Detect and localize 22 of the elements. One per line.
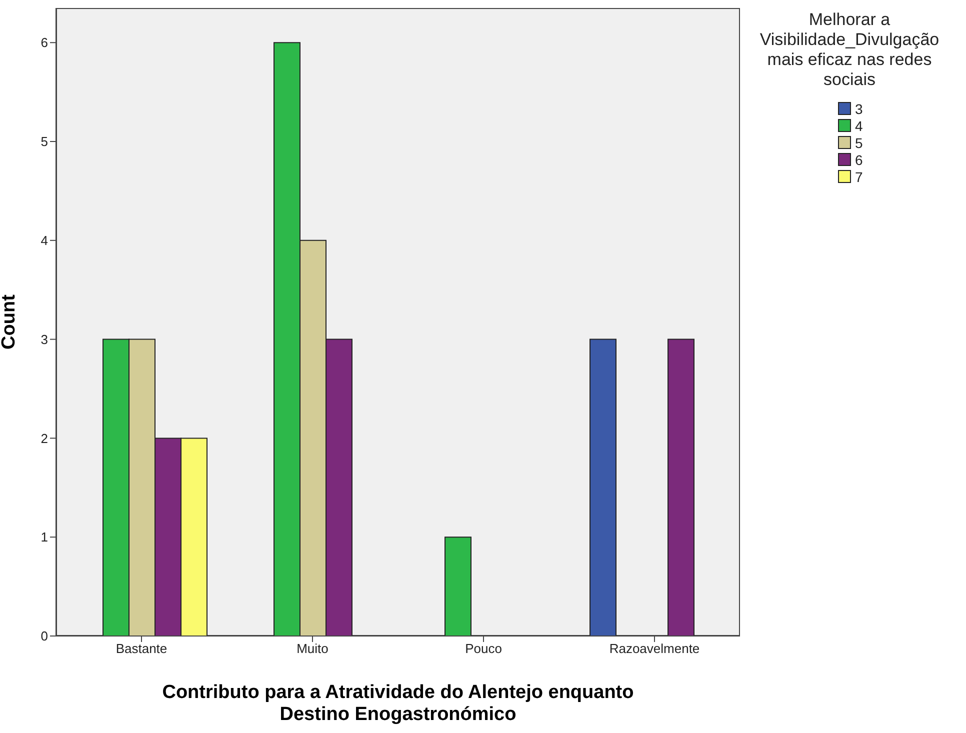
legend-label: 4 — [855, 118, 863, 134]
y-tick-label: 6 — [40, 35, 48, 50]
legend-title: Melhorar a Visibilidade_Divulgação mais eficaz nas redes sociais — [758, 10, 940, 90]
bar — [590, 338, 616, 636]
y-tick-label: 1 — [40, 530, 48, 545]
bar — [444, 536, 472, 636]
y-tick-label: 2 — [40, 430, 48, 446]
y-tick-label: 3 — [40, 332, 48, 347]
legend-label: 6 — [855, 152, 863, 168]
legend-label: 3 — [855, 100, 863, 116]
y-axis-title: Count — [0, 294, 20, 350]
x-axis-title: Contributo para a Atratividade do Alentejo enquanto Destino Enogastronómico — [161, 682, 635, 726]
bar — [668, 338, 694, 636]
y-tick-label: 5 — [40, 134, 48, 150]
legend-label: 5 — [855, 134, 863, 150]
x-tick-label: Razoavelmente — [609, 641, 700, 656]
y-tick-label: 4 — [40, 233, 48, 248]
x-tick-label: Pouco — [465, 641, 502, 656]
legend-label: 7 — [855, 168, 863, 184]
x-tick-label: Muito — [296, 641, 328, 656]
x-tick-label: Bastante — [116, 641, 168, 656]
y-tick-label: 0 — [40, 628, 48, 644]
